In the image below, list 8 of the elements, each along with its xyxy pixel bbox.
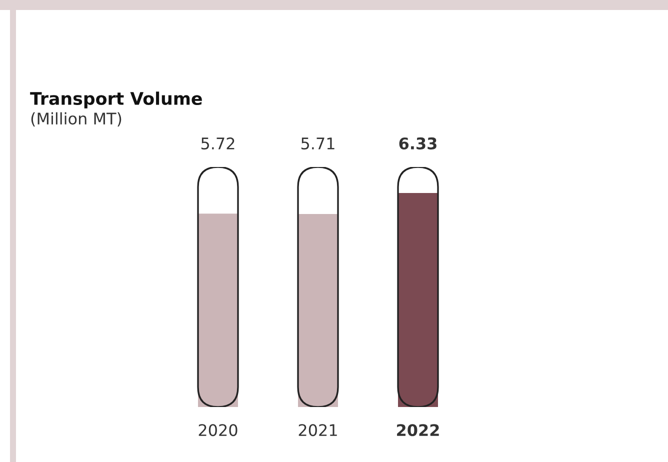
- x-tick-label: 2020: [198, 424, 238, 436]
- data-label: 5.71: [301, 138, 334, 150]
- chart-title: Transport Volume: [30, 92, 202, 108]
- chart-subtitle: (Million MT): [31, 112, 122, 127]
- data-label: 5.72: [201, 137, 234, 150]
- x-tick-label: 2022: [397, 424, 439, 436]
- data-label: 6.33: [399, 137, 436, 150]
- x-tick-label: 2021: [298, 424, 337, 436]
